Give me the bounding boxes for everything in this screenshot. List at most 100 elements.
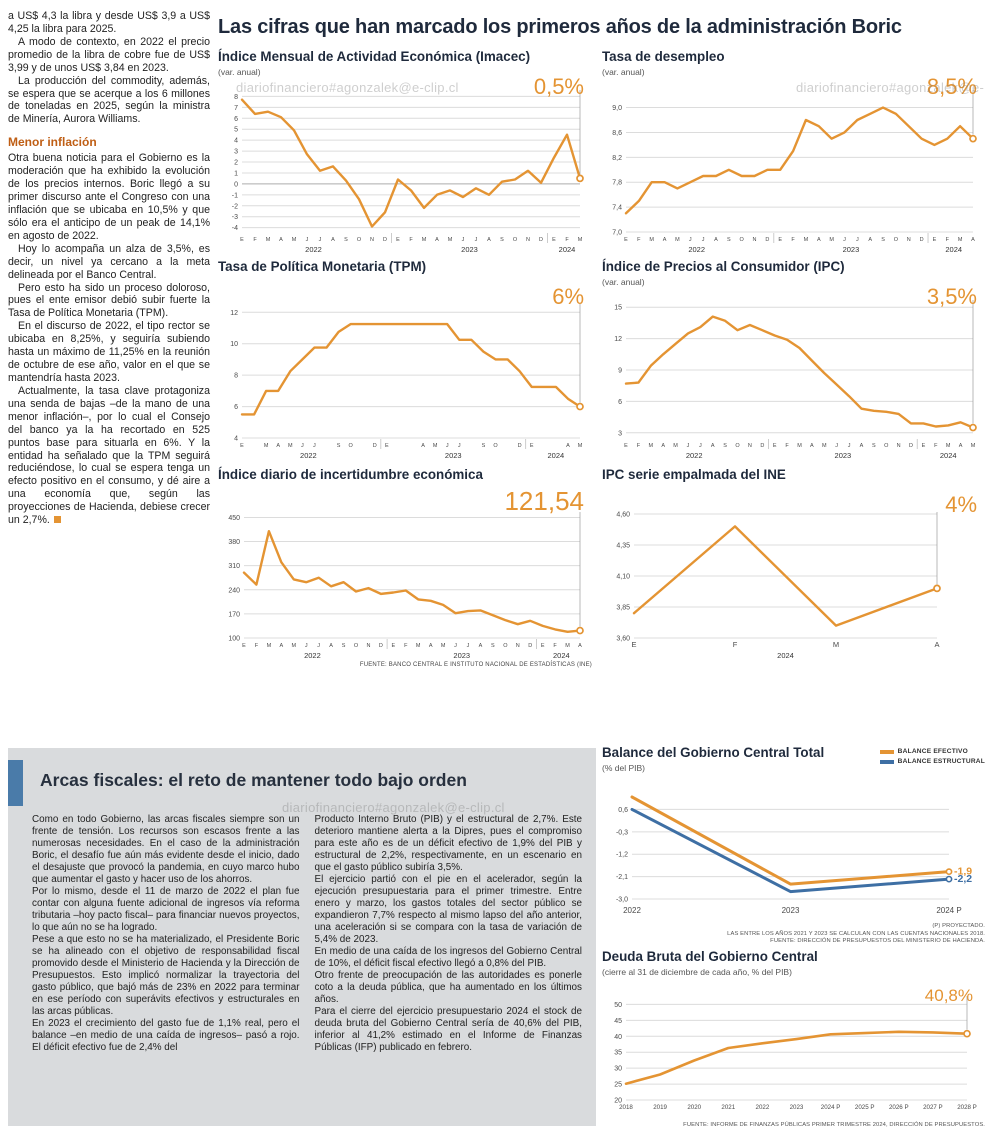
svg-text:J: J <box>458 443 461 449</box>
svg-text:-4: -4 <box>232 225 238 232</box>
chart-title: Deuda Bruta del Gobierno Central <box>602 949 818 964</box>
svg-text:J: J <box>467 643 470 649</box>
svg-text:F: F <box>946 237 950 243</box>
svg-text:S: S <box>337 443 341 449</box>
svg-text:F: F <box>565 237 569 243</box>
paragraph: Otro frente de preocupación de las autor… <box>314 969 583 1005</box>
svg-text:4,35: 4,35 <box>616 543 630 550</box>
chart-headline-value: 4% <box>945 492 977 517</box>
svg-text:M: M <box>264 443 269 449</box>
svg-text:-1,9: -1,9 <box>954 866 972 878</box>
paragraph: (P) PROYECTADO. <box>932 923 985 930</box>
svg-text:M: M <box>433 443 438 449</box>
legend-swatch-efectivo <box>879 749 894 754</box>
chart-desempleo: Tasa de desempleo (var. anual) 8,5% 9,0 8… <box>602 49 985 254</box>
chart-plot: 4,60 4,35 4,10 3,85 3,60 E F M A 2024 <box>602 504 985 660</box>
chart-title: Tasa de Política Monetaria (TPM) <box>218 259 427 274</box>
paragraph: Por lo mismo, desde el 11 de marzo de 20… <box>32 885 300 933</box>
svg-text:F: F <box>791 237 795 243</box>
fiscal-section: Arcas fiscales: el reto de mantener todo… <box>8 748 596 1126</box>
svg-text:3,85: 3,85 <box>616 605 630 612</box>
svg-text:J: J <box>689 237 692 243</box>
chart-title: Balance del Gobierno Central Total <box>602 745 825 760</box>
svg-text:M: M <box>266 237 271 243</box>
svg-text:E: E <box>242 643 246 649</box>
svg-text:E: E <box>922 443 926 449</box>
charts-source-note: FUENTE: BANCO CENTRAL E INSTITUTO NACION… <box>359 662 592 668</box>
svg-text:2024 P: 2024 P <box>936 906 961 915</box>
svg-text:2022: 2022 <box>300 451 317 460</box>
chart-title: Índice de Precios al Consumidor (IPC) <box>602 259 845 274</box>
legend-label: BALANCE ESTRUCTURAL <box>897 758 985 765</box>
svg-text:2: 2 <box>234 160 238 167</box>
svg-text:2023: 2023 <box>782 906 800 915</box>
paragraph: Para el cierre del ejercicio presupuesta… <box>314 1005 583 1053</box>
fiscal-column-1: Como en todo Gobierno, las arcas fiscale… <box>32 814 300 1118</box>
fiscal-columns: Como en todo Gobierno, las arcas fiscale… <box>32 814 582 1118</box>
accent-bar <box>8 760 23 806</box>
svg-text:2022: 2022 <box>756 1104 770 1111</box>
svg-text:A: A <box>971 237 975 243</box>
svg-text:M: M <box>448 237 453 243</box>
chart-headline-value: 3,5% <box>926 284 977 309</box>
svg-text:2020: 2020 <box>687 1104 701 1111</box>
paragraph: El ejercicio partió con el pie en el ace… <box>314 873 583 945</box>
svg-text:2024: 2024 <box>945 245 962 254</box>
svg-text:E: E <box>391 643 395 649</box>
svg-text:1: 1 <box>234 170 238 177</box>
svg-text:2025 P: 2025 P <box>855 1104 875 1111</box>
svg-text:F: F <box>404 643 408 649</box>
watermark: diariofinanciero#agonzalek@e-clip.cl <box>796 80 984 95</box>
svg-text:M: M <box>565 643 570 649</box>
svg-text:A: A <box>711 443 715 449</box>
svg-text:12: 12 <box>230 310 238 317</box>
svg-text:S: S <box>881 237 885 243</box>
svg-text:3,60: 3,60 <box>616 636 630 643</box>
svg-text:O: O <box>349 443 354 449</box>
svg-text:J: J <box>702 237 705 243</box>
chart-plot: 9,0 8,6 8,2 7,8 7,4 7,0 E F M A M J J A S O N D E F M A M J J A S O… <box>602 86 985 254</box>
svg-text:J: J <box>687 443 690 449</box>
svg-text:4: 4 <box>234 436 238 443</box>
svg-text:M: M <box>649 237 654 243</box>
svg-text:J: J <box>475 237 478 243</box>
svg-text:6: 6 <box>234 116 238 123</box>
paragraph: En el discurso de 2022, el tipo rector s… <box>8 320 210 384</box>
svg-text:D: D <box>528 643 532 649</box>
legend: BALANCE EFECTIVO BALANCE ESTRUCTURAL <box>879 748 985 765</box>
svg-text:F: F <box>255 643 259 649</box>
svg-text:J: J <box>319 237 322 243</box>
svg-text:F: F <box>637 237 641 243</box>
svg-text:2022: 2022 <box>688 245 705 254</box>
chart-plot: 0,6 -0,3 -1,2 -2,1 -3,0 2022 2023 2024 P -1,9 -2,… <box>602 786 985 920</box>
svg-text:15: 15 <box>614 305 622 312</box>
svg-text:J: J <box>856 237 859 243</box>
svg-text:F: F <box>733 640 738 649</box>
svg-text:A: A <box>661 443 665 449</box>
watermark: diariofinanciero#agonzalek@e-clip.cl <box>282 800 505 815</box>
svg-text:D: D <box>383 237 387 243</box>
svg-text:A: A <box>479 643 483 649</box>
svg-text:O: O <box>740 237 745 243</box>
watermark: diariofinanciero#agonzalek@e-clip.cl <box>236 80 459 95</box>
svg-text:-0,3: -0,3 <box>616 829 628 836</box>
svg-text:M: M <box>441 643 446 649</box>
svg-text:J: J <box>301 443 304 449</box>
chart-deuda: Deuda Bruta del Gobierno Central (cierre… <box>602 949 985 1128</box>
svg-text:J: J <box>313 443 316 449</box>
chart-headline-value: 6% <box>552 284 584 309</box>
svg-text:2022: 2022 <box>686 451 703 460</box>
svg-text:O: O <box>884 443 889 449</box>
svg-text:12: 12 <box>614 336 622 343</box>
svg-text:10: 10 <box>230 341 238 348</box>
svg-text:8: 8 <box>234 94 238 101</box>
chart-plot: 12 10 8 6 4 E M A M J J S O D E A M J J S O D E A M 2022 2023 2024 <box>218 296 592 460</box>
svg-text:100: 100 <box>228 636 240 643</box>
paragraph: Otra buena noticia para el Gobierno es l… <box>8 152 210 242</box>
svg-text:2023: 2023 <box>445 451 462 460</box>
svg-text:N: N <box>753 237 757 243</box>
chart-notes: (P) PROYECTADO. LAS ENTRE LOS AÑOS 2021 Y… <box>602 923 985 946</box>
svg-text:F: F <box>409 237 413 243</box>
svg-text:A: A <box>959 443 963 449</box>
svg-text:2023: 2023 <box>453 651 470 660</box>
